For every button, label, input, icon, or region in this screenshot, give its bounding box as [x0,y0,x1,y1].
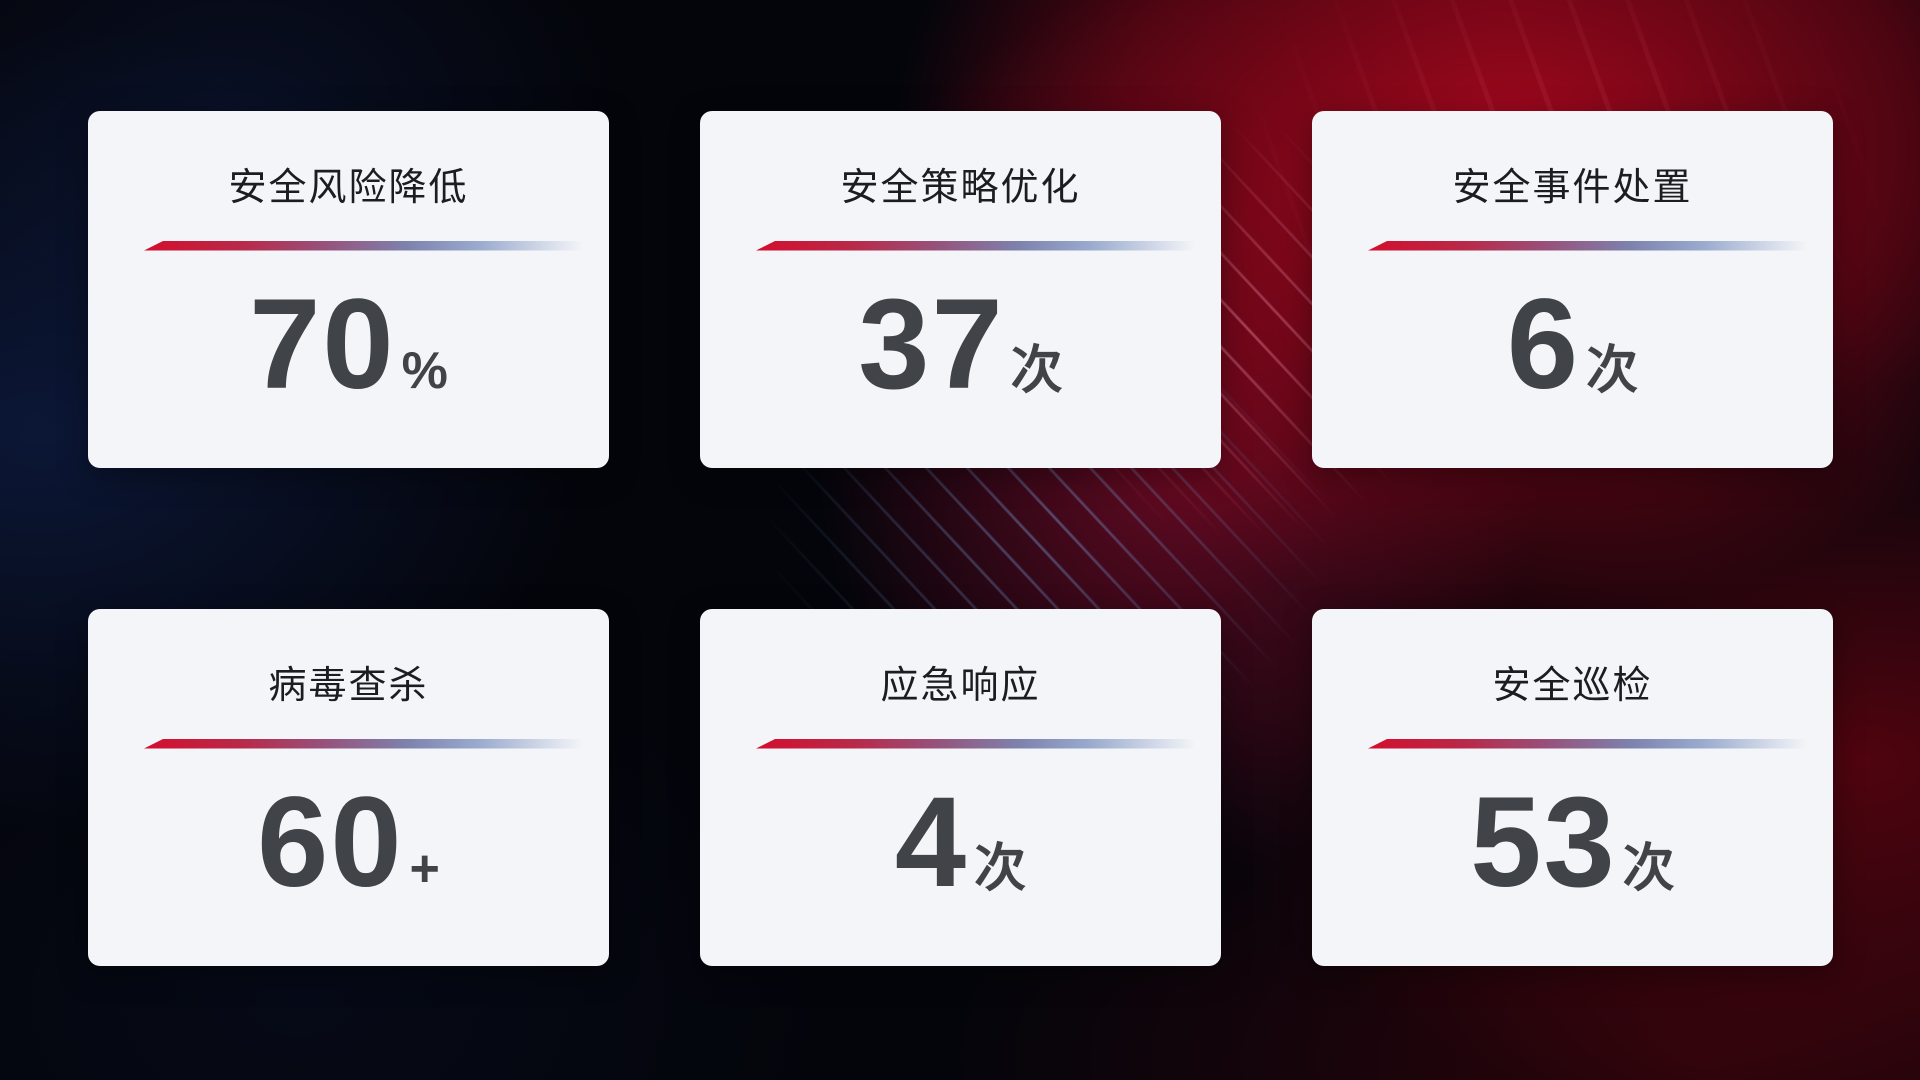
stat-gradient-divider [144,240,597,251]
stat-unit: 次 [974,839,1027,898]
stat-card: 安全巡检 53 次 [1312,609,1833,966]
stat-gradient-divider [1368,240,1821,251]
stat-unit: 次 [1010,341,1063,400]
stat-number: 4 [894,770,969,914]
stat-gradient-divider [756,240,1209,251]
stat-card: 病毒查杀 60 + [88,609,609,966]
stat-gradient-divider [1368,738,1821,749]
stat-card: 应急响应 4 次 [700,609,1221,966]
stat-unit: + [409,839,440,898]
stat-card: 安全事件处置 6 次 [1312,111,1833,468]
stat-gradient-divider [144,738,597,749]
stat-unit: % [401,341,448,400]
stat-title: 病毒查杀 [268,665,429,707]
stat-number: 37 [858,272,1005,416]
stat-title: 安全策略优化 [840,167,1081,209]
stat-value: 60 + [88,770,609,914]
stat-title: 安全风险降低 [228,167,469,209]
stat-unit: 次 [1586,341,1639,400]
stat-number: 70 [249,272,396,416]
stats-grid: 安全风险降低 70 % 安全策略优化 37 次 安全事件处置 6 次 病毒查杀 … [88,111,1833,966]
stat-value: 70 % [88,272,609,416]
stat-title: 安全巡检 [1492,665,1653,707]
stat-title: 应急响应 [880,665,1041,707]
stat-value: 37 次 [700,272,1221,416]
stat-unit: 次 [1622,839,1675,898]
stat-number: 6 [1506,272,1581,416]
stat-card: 安全风险降低 70 % [88,111,609,468]
stat-gradient-divider [756,738,1209,749]
stat-number: 53 [1470,770,1617,914]
stat-value: 4 次 [700,770,1221,914]
stat-number: 60 [257,770,404,914]
stat-value: 53 次 [1312,770,1833,914]
stat-card: 安全策略优化 37 次 [700,111,1221,468]
stat-title: 安全事件处置 [1452,167,1693,209]
stat-value: 6 次 [1312,272,1833,416]
